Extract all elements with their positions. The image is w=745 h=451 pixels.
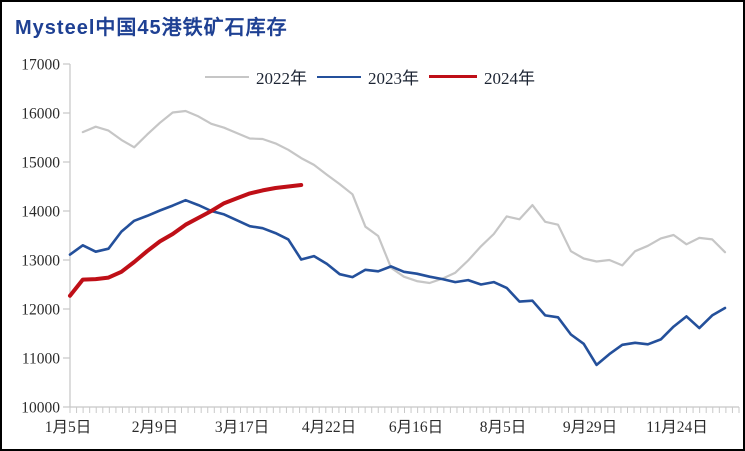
x-tick-label: 3月17日 (215, 419, 269, 436)
legend-item-2023: 2023年 (317, 64, 419, 89)
legend-line-swatch-2024 (429, 75, 477, 78)
y-axis-labels: 10000 11000 12000 13000 14000 15000 16000 17000 (21, 57, 70, 417)
x-tick-label: 1月5日 (45, 419, 92, 436)
legend-line-swatch-2023 (317, 75, 361, 78)
legend-label-2022: 2022年 (256, 69, 307, 88)
legend-line-swatch-2022 (205, 75, 249, 78)
x-tick-label: 2月9日 (132, 419, 179, 436)
y-tick-label: 13000 (21, 253, 60, 270)
series-line-2023 (68, 198, 727, 367)
chart-title: Mysteel中国45港铁矿石库存 (15, 17, 288, 39)
x-axis-ticks (69, 407, 740, 413)
y-tick-label: 17000 (21, 57, 60, 74)
legend: 2022年 2023年 2024年 (205, 64, 535, 89)
legend-label-2023: 2023年 (368, 69, 419, 88)
legend-item-2024: 2024年 (429, 64, 535, 89)
x-tick-label: 4月22日 (302, 419, 356, 436)
series-line-2022 (81, 109, 727, 285)
y-tick-label: 12000 (21, 302, 60, 319)
legend-label-2024: 2024年 (484, 69, 535, 88)
x-tick-label: 9月29日 (563, 419, 617, 436)
x-tick-label: 11月24日 (646, 419, 707, 436)
y-tick-label: 11000 (22, 351, 60, 368)
y-tick-label: 15000 (21, 155, 60, 172)
x-axis-labels: 1月5日 2月9日 3月17日 4月22日 6月16日 8月5日 9月29日 11月24日 (45, 419, 708, 436)
y-tick-label: 14000 (21, 204, 60, 221)
legend-item-2022: 2022年 (205, 64, 307, 89)
y-tick-label: 16000 (21, 106, 60, 123)
x-tick-label: 6月16日 (389, 419, 443, 436)
x-tick-label: 8月5日 (480, 419, 527, 436)
series-line-2024 (68, 183, 304, 298)
y-tick-label: 10000 (21, 400, 60, 417)
